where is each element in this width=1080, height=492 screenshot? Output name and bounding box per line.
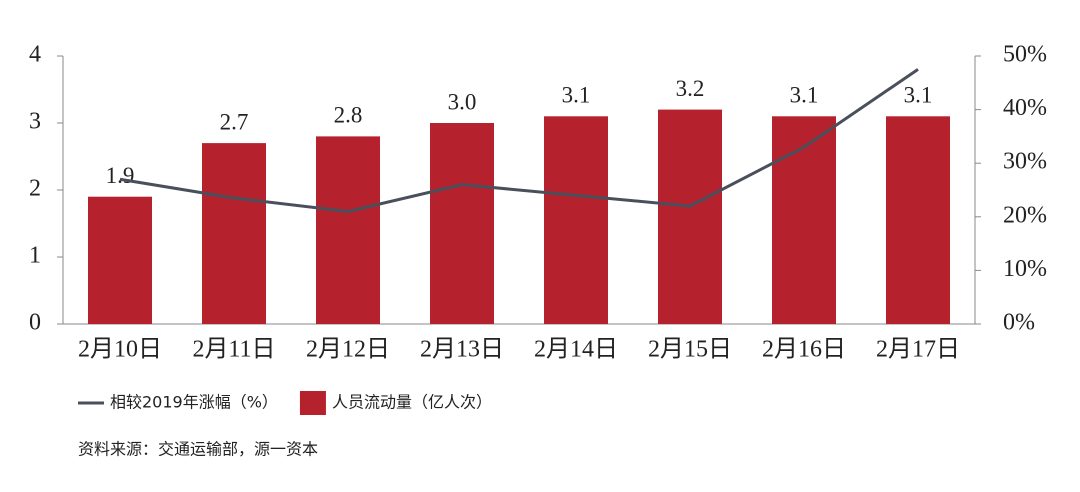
legend-label: 人员流动量（亿人次） xyxy=(332,393,492,412)
bar xyxy=(772,116,836,324)
bar-value-label: 2.8 xyxy=(334,103,363,128)
y-tick-label: 3 xyxy=(29,109,41,135)
y2-tick-label: 50% xyxy=(1003,42,1047,68)
bar-value-label: 3.1 xyxy=(790,83,819,108)
x-tick-label: 2月17日 xyxy=(876,337,960,363)
bar xyxy=(88,196,152,324)
x-tick-label: 2月10日 xyxy=(78,337,162,363)
bar xyxy=(316,136,380,324)
x-tick-label: 2月13日 xyxy=(420,337,504,363)
source-note: 资料来源：交通运输部，源一资本 xyxy=(78,440,318,459)
y2-tick-label: 20% xyxy=(1003,202,1047,228)
y2-tick-label: 30% xyxy=(1003,149,1047,175)
y-tick-label: 0 xyxy=(29,310,41,336)
legend-swatch xyxy=(299,391,326,415)
y2-tick-label: 0% xyxy=(1003,310,1035,336)
bar xyxy=(430,123,494,324)
y-tick-label: 1 xyxy=(29,243,41,269)
bar-value-label: 3.2 xyxy=(676,76,705,101)
x-tick-label: 2月11日 xyxy=(192,337,275,363)
bar-value-label: 3.1 xyxy=(562,83,591,108)
bar-value-label: 3.1 xyxy=(904,83,933,108)
bar xyxy=(658,109,722,324)
bar-value-label: 3.0 xyxy=(448,89,477,114)
x-tick-label: 2月15日 xyxy=(648,337,732,363)
y2-tick-label: 40% xyxy=(1003,95,1047,121)
bar xyxy=(544,116,608,324)
line-series xyxy=(119,68,919,213)
y2-tick-label: 10% xyxy=(1003,256,1047,282)
bar-value-label: 1.9 xyxy=(106,163,135,188)
bar xyxy=(202,143,266,324)
x-tick-label: 2月14日 xyxy=(534,337,618,363)
x-tick-label: 2月12日 xyxy=(306,337,390,363)
bar xyxy=(886,116,950,324)
x-tick-label: 2月16日 xyxy=(762,337,846,363)
y-tick-label: 2 xyxy=(29,176,41,202)
legend-label: 相较2019年涨幅（%） xyxy=(110,393,278,412)
bar-value-label: 2.7 xyxy=(220,109,249,134)
y-tick-label: 4 xyxy=(29,42,41,68)
